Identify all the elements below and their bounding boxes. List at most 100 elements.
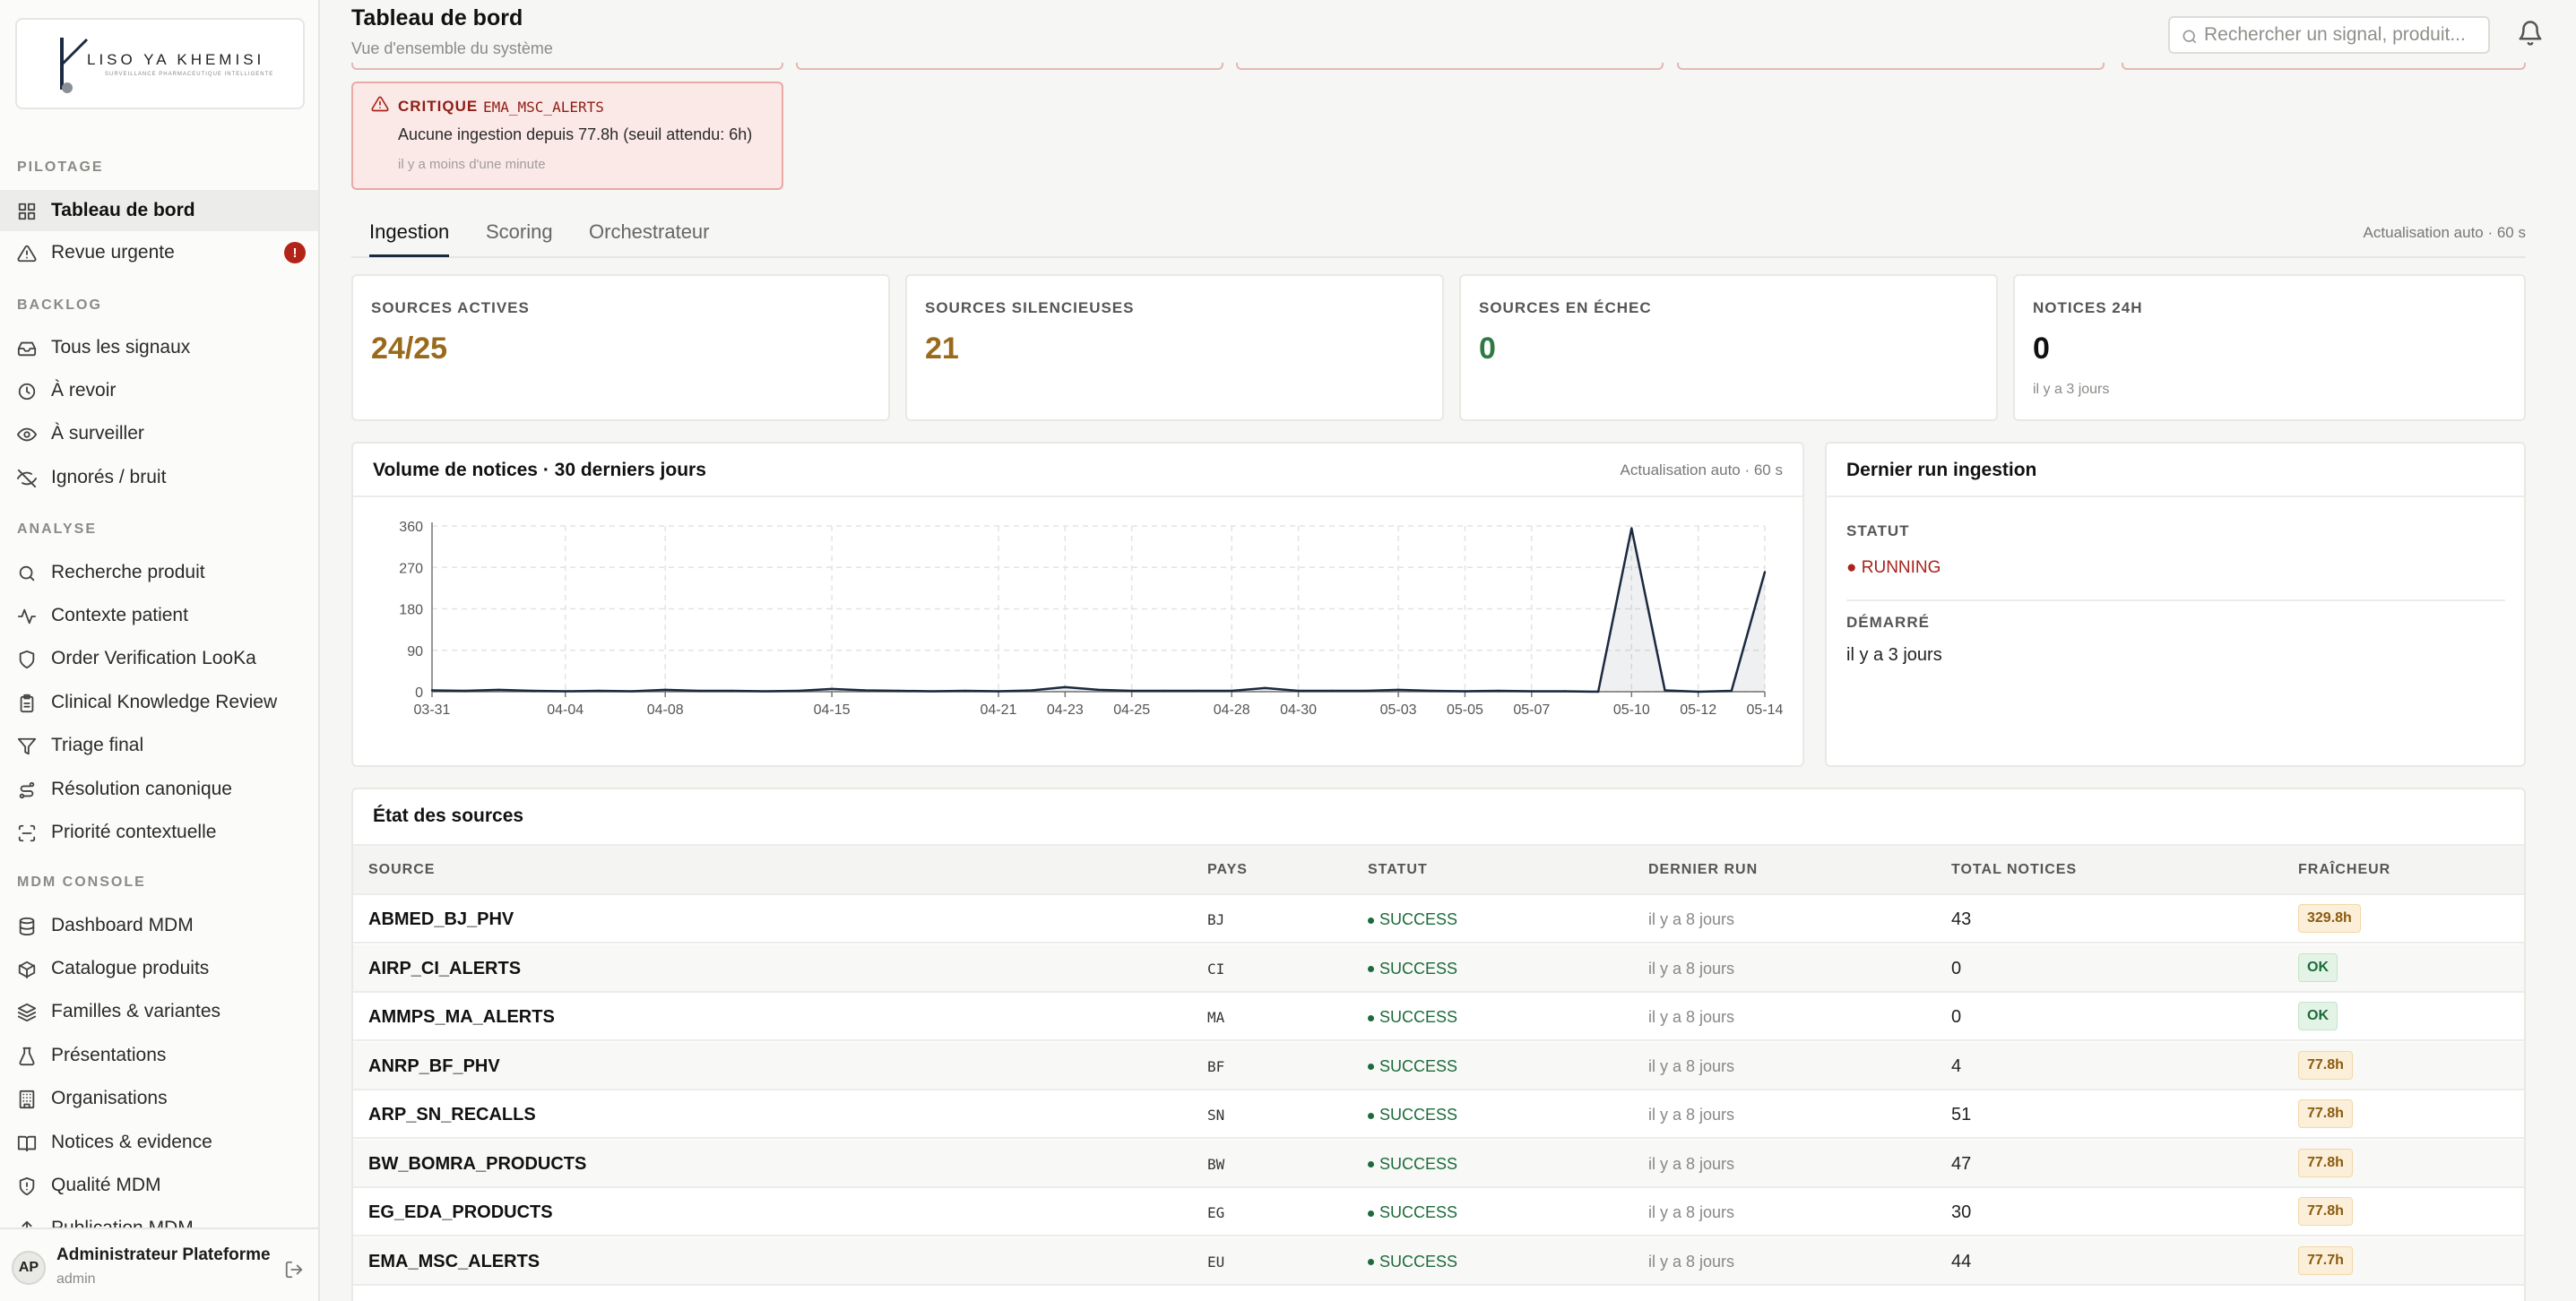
- source-name: ARP_SN_RECALLS: [368, 1105, 536, 1124]
- table-row[interactable]: ARP_SN_RECALLS SN SUCCESS il y a 8 jours 51 7…: [353, 1090, 2524, 1139]
- inbox-icon: [17, 339, 37, 358]
- activity-icon: [17, 607, 37, 626]
- freshness-badge: 329.8h: [2298, 904, 2361, 933]
- sidebar-item-label: Clinical Knowledge Review: [51, 692, 278, 712]
- data-point: [930, 690, 933, 693]
- x-tick-label: 04-23: [1047, 702, 1084, 718]
- sidebar-item-layers[interactable]: Familles & variantes: [0, 991, 318, 1032]
- sidebar-item-inbox[interactable]: Tous les signaux: [0, 327, 318, 368]
- kpi-value: 0: [1479, 332, 1496, 366]
- data-point: [830, 687, 834, 691]
- sidebar-item-building[interactable]: Organisations: [0, 1078, 318, 1119]
- data-point: [1431, 689, 1433, 693]
- brand-logo[interactable]: LISO YA KHEMISI SURVEILLANCE PHARMACEUTI…: [15, 18, 305, 109]
- alert-card-edge: [1236, 63, 1664, 70]
- sources-title: État des sources: [373, 806, 524, 826]
- tab-ingestion[interactable]: Ingestion: [369, 220, 450, 257]
- country-code: SN: [1207, 1107, 1225, 1124]
- data-point: [1396, 688, 1400, 692]
- table-row[interactable]: ABMED_BJ_PHV BJ SUCCESS il y a 8 jours 43 329…: [353, 895, 2524, 943]
- sidebar-item-route[interactable]: Résolution canonique: [0, 769, 318, 810]
- sidebar-item-activity[interactable]: Contexte patient: [0, 595, 318, 636]
- sidebar-item-flask[interactable]: Présentations: [0, 1035, 318, 1076]
- status-badge: SUCCESS: [1368, 960, 1457, 978]
- database-icon: [17, 917, 37, 936]
- sidebar-item-clock[interactable]: À revoir: [0, 370, 318, 411]
- data-point: [1530, 690, 1533, 693]
- run-status-text: RUNNING: [1861, 558, 1941, 577]
- table-row[interactable]: EG_EDA_PRODUCTS EG SUCCESS il y a 8 jours 30…: [353, 1188, 2524, 1236]
- sidebar-item-filter[interactable]: Triage final: [0, 725, 318, 766]
- series-line: [431, 527, 1767, 694]
- table-row[interactable]: BW_BOMRA_PRODUCTS BW SUCCESS il y a 8 jours…: [353, 1139, 2524, 1188]
- table-row[interactable]: ANRP_BF_PHV BF SUCCESS il y a 8 jours 4 77.8h: [353, 1041, 2524, 1090]
- sidebar-item-clipboard[interactable]: Clinical Knowledge Review: [0, 682, 318, 723]
- sidebar-item-database[interactable]: Dashboard MDM: [0, 905, 318, 946]
- col-total-notices[interactable]: TOTAL NOTICES: [1951, 862, 2078, 877]
- data-point: [1231, 689, 1233, 693]
- search-icon: [2183, 30, 2197, 44]
- tab-orchestrateur[interactable]: Orchestrateur: [589, 220, 710, 243]
- kpi-notices-24h: NOTICES 24H 0 il y a 3 jours: [2013, 274, 2526, 421]
- user-name: Administrateur Plateforme: [56, 1245, 271, 1264]
- last-run: il y a 8 jours: [1648, 959, 1735, 978]
- warning-icon: [17, 244, 37, 263]
- alert-message: Aucune ingestion depuis 77.8h (seuil att…: [398, 125, 753, 143]
- total-notices: 0: [1951, 958, 1962, 978]
- status-badge: SUCCESS: [1368, 1155, 1457, 1174]
- table-row[interactable]: AIRP_CI_ALERTS CI SUCCESS il y a 8 jours 0 OK: [353, 943, 2524, 993]
- page-subtitle: Vue d'ensemble du système: [351, 39, 553, 57]
- clock-icon: [17, 382, 37, 401]
- tab-scoring[interactable]: Scoring: [486, 220, 553, 243]
- country-code: BF: [1207, 1057, 1225, 1075]
- critical-alert-card[interactable]: CRITIQUE EMA_MSC_ALERTS Aucune ingestion…: [351, 82, 783, 190]
- status-badge: SUCCESS: [1368, 1106, 1457, 1124]
- kpi-label: SOURCES EN ÉCHEC: [1479, 299, 1652, 316]
- col-statut[interactable]: STATUT: [1368, 862, 1428, 877]
- alert-card-edge: [2122, 63, 2526, 70]
- country-code: BW: [1207, 1155, 1225, 1173]
- avatar[interactable]: AP: [12, 1251, 46, 1285]
- kpi-value: 21: [925, 332, 959, 366]
- main-content: Tableau de bord Vue d'ensemble du systèm…: [322, 0, 2576, 1301]
- notification-bell-icon[interactable]: [2517, 20, 2544, 47]
- book-icon: [17, 1133, 37, 1153]
- run-status-label: STATUT: [1846, 522, 1910, 539]
- data-point: [664, 688, 667, 692]
- kpi-sources-en-echec: SOURCES EN ÉCHEC 0: [1459, 274, 1998, 421]
- x-tick-label: 05-07: [1513, 702, 1550, 718]
- col-fraicheur[interactable]: FRAÎCHEUR: [2298, 862, 2391, 877]
- run-started-label: DÉMARRÉ: [1846, 614, 1930, 631]
- sidebar-item-warning[interactable]: Revue urgente!: [0, 232, 318, 273]
- sidebar-item-shield[interactable]: Order Verification LooKa: [0, 638, 318, 679]
- sidebar-item-book[interactable]: Notices & evidence: [0, 1122, 318, 1163]
- sidebar-item-dashboard[interactable]: Tableau de bord: [0, 190, 318, 231]
- status-badge: SUCCESS: [1368, 910, 1457, 929]
- sidebar-item-label: Triage final: [51, 735, 144, 755]
- sidebar-item-eye-off[interactable]: Ignorés / bruit: [0, 457, 318, 498]
- sidebar-item-search[interactable]: Recherche produit: [0, 552, 318, 593]
- col-dernier-run[interactable]: DERNIER RUN: [1648, 862, 1759, 877]
- col-pays[interactable]: PAYS: [1207, 862, 1248, 877]
- logout-icon[interactable]: [284, 1260, 304, 1279]
- country-code: MA: [1207, 1009, 1225, 1026]
- data-point: [1464, 690, 1466, 693]
- freshness-badge: 77.7h: [2298, 1245, 2353, 1275]
- kpi-value: 0: [2033, 332, 2050, 366]
- sidebar-item-scan[interactable]: Priorité contextuelle: [0, 812, 318, 853]
- table-row[interactable]: EMA_MSC_ALERTS EU SUCCESS il y a 8 jours 44 7…: [353, 1236, 2524, 1286]
- data-point: [630, 690, 634, 693]
- sidebar-item-shield-check[interactable]: Qualité MDM: [0, 1165, 318, 1206]
- data-point: [1197, 689, 1200, 693]
- sidebar-item-package[interactable]: Catalogue produits: [0, 948, 318, 989]
- sidebar-item-eye[interactable]: À surveiller: [0, 413, 318, 454]
- x-tick-label: 04-25: [1113, 702, 1150, 718]
- data-point: [1130, 689, 1133, 693]
- col-source[interactable]: SOURCE: [368, 862, 436, 877]
- search-icon: [17, 564, 37, 583]
- table-row[interactable]: AMMPS_MA_ALERTS MA SUCCESS il y a 8 jours 0 O…: [353, 993, 2524, 1041]
- sidebar-item-label: Résolution canonique: [51, 779, 232, 799]
- data-point: [497, 688, 500, 692]
- search-input[interactable]: Rechercher un signal, produit...: [2168, 16, 2490, 54]
- shield-icon: [17, 650, 37, 669]
